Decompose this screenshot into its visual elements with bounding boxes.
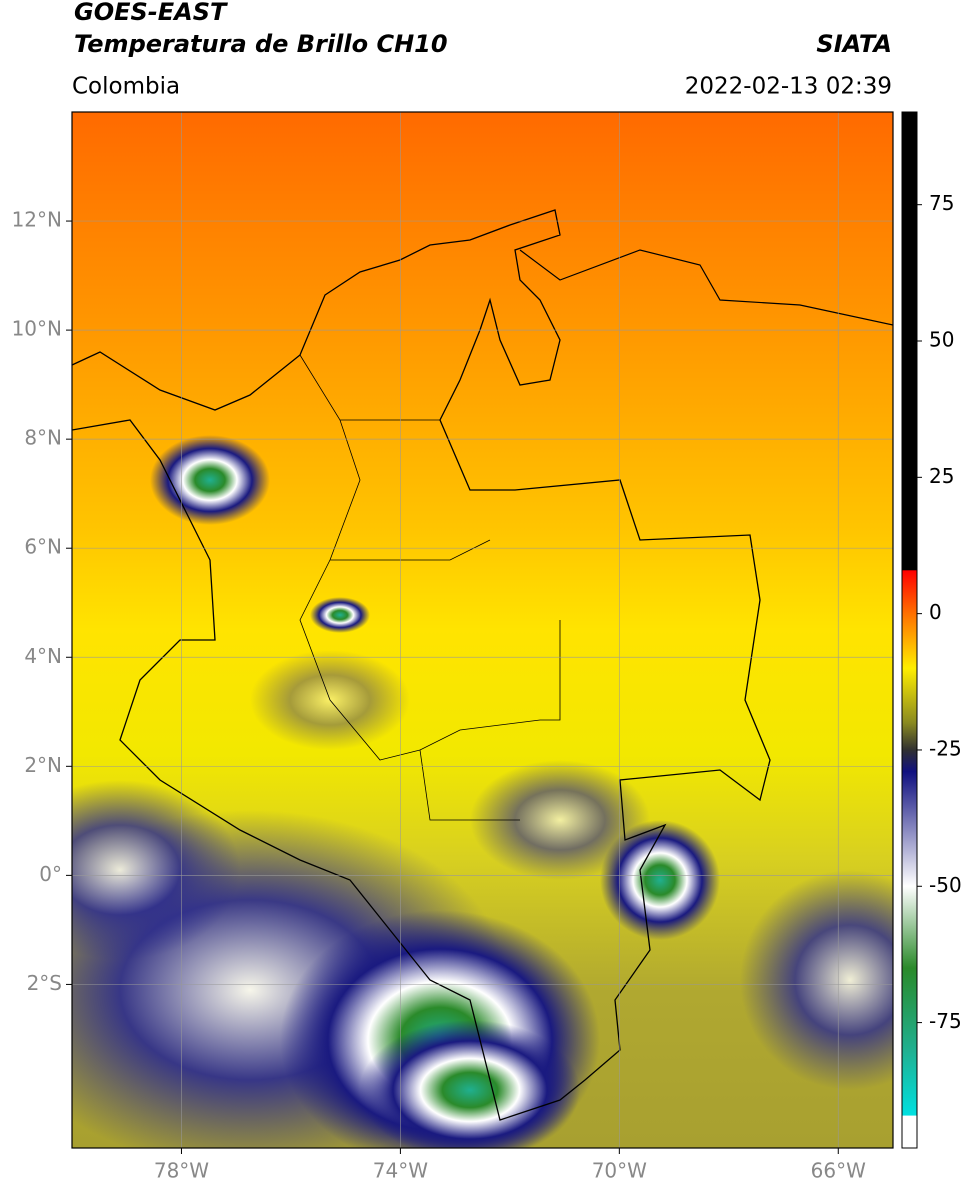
y-tick-label: 2°N [24,753,62,777]
region: Colombia [72,74,180,100]
colorbar-tick-label: 75 [929,191,954,215]
y-tick-label: 0° [39,862,62,886]
y-tick-label: 2°S [27,971,62,995]
colorbar-tick-label: -25 [929,736,962,760]
y-tick-label: 4°N [24,644,62,668]
x-tick-label: 78°W [154,1159,209,1183]
colorbar-tick-label: 0 [929,600,942,624]
y-tick-label: 8°N [24,426,62,450]
map-frame [71,111,894,1149]
y-tick-label: 12°N [12,208,62,232]
x-tick-label: 66°W [811,1159,866,1183]
colorbar-tick-label: -50 [929,873,962,897]
colorbar [901,111,918,1149]
x-tick-label: 70°W [592,1159,647,1183]
y-tick-label: 6°N [24,535,62,559]
title: GOES-EAST [74,0,228,26]
satellite-image [72,112,893,1148]
colorbar-tick-label: 50 [929,328,954,352]
colorbar-tick-label: -75 [929,1009,962,1033]
y-tick-label: 10°N [12,317,62,341]
subtitle: Temperatura de Brillo CH10 [74,30,448,58]
datetime: 2022-02-13 02:39 [685,74,892,100]
source: SIATA [816,30,892,58]
colorbar-tick-label: 25 [929,464,954,488]
x-tick-label: 74°W [373,1159,428,1183]
